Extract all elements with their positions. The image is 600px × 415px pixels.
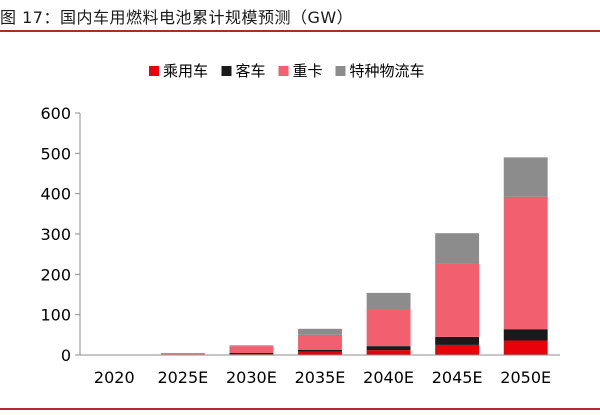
bar-segment <box>229 345 274 347</box>
bar-segment <box>298 351 342 355</box>
bar-segment <box>503 157 548 197</box>
legend-label: 特种物流车 <box>350 62 425 80</box>
bar-segment <box>503 196 548 330</box>
x-tick-label: 2050E <box>500 368 551 387</box>
x-tick-label: 2030E <box>226 368 277 387</box>
bar-segment <box>435 233 480 264</box>
legend-label: 客车 <box>236 62 266 80</box>
y-tick-label: 200 <box>40 265 71 284</box>
footer-divider <box>0 408 600 410</box>
bar-segment <box>366 346 411 351</box>
title-divider <box>0 30 600 32</box>
bar-segment <box>229 346 274 353</box>
bar-segment <box>366 309 411 347</box>
legend-label: 重卡 <box>293 62 323 80</box>
y-tick-label: 300 <box>40 225 71 244</box>
y-tick-label: 400 <box>40 185 71 204</box>
bar-segment <box>435 336 480 345</box>
legend-swatch <box>335 66 346 76</box>
legend-swatch <box>278 66 289 76</box>
bar-segment <box>160 353 205 355</box>
bar-segment <box>298 334 342 350</box>
bar-segment <box>298 328 342 335</box>
bar-segment <box>435 263 480 337</box>
y-axis: 0 100 200 300 400 500 600 <box>40 104 81 365</box>
x-axis: 2020 2025E 2030E 2035E 2040E 2045E 2050E <box>80 354 560 387</box>
x-tick-label: 2035E <box>295 368 346 387</box>
y-tick-label: 100 <box>40 306 71 325</box>
bar-segment <box>298 349 342 352</box>
legend-swatch <box>221 66 232 76</box>
bar-segment <box>229 352 274 355</box>
bar-segment <box>503 329 548 341</box>
y-tick-label: 500 <box>40 144 71 163</box>
y-tick-label: 600 <box>40 104 71 123</box>
x-tick-label: 2045E <box>432 368 483 387</box>
y-tick-label: 0 <box>61 346 71 365</box>
legend-label: 乘用车 <box>163 62 208 80</box>
x-tick-label: 2025E <box>157 368 208 387</box>
x-tick-label: 2020 <box>94 368 135 387</box>
bar-segment <box>503 340 548 355</box>
chart-legend: 乘用车 客车 重卡 特种物流车 <box>149 62 425 80</box>
x-tick-label: 2040E <box>363 368 414 387</box>
chart-title: 图 17：国内车用燃料电池累计规模预测（GW） <box>0 8 354 27</box>
bar-segment <box>435 344 480 355</box>
bar-segment <box>366 292 411 310</box>
bar-segment <box>366 350 411 355</box>
legend-swatch <box>149 66 159 76</box>
bar-area <box>160 157 548 355</box>
